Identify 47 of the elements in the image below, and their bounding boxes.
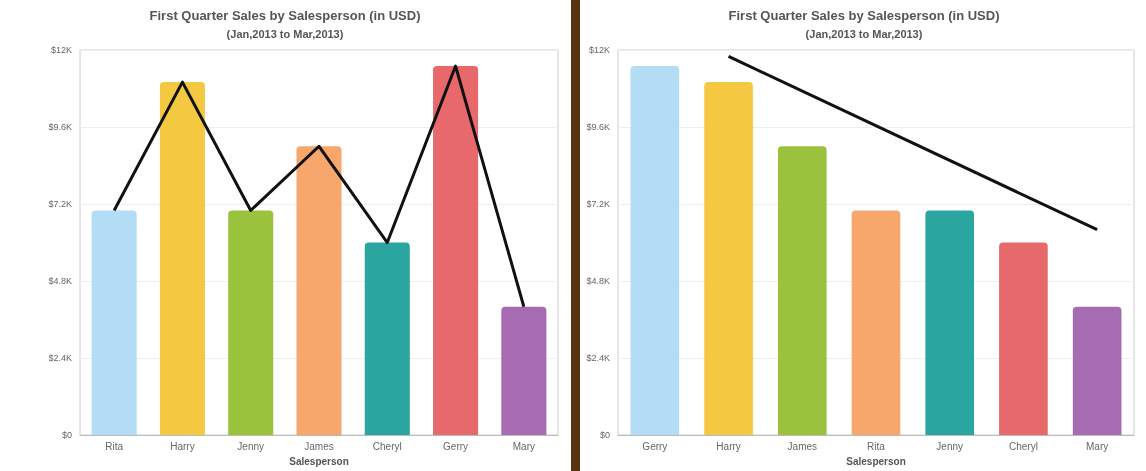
x-tick-label: Cheryl	[1008, 440, 1038, 452]
chart-title: First Quarter Sales by Salesperson (in USD)	[728, 8, 1000, 23]
x-tick-label: Harry	[716, 440, 741, 452]
line-series	[112, 64, 526, 309]
y-tick-label: $0	[599, 430, 610, 441]
chart-subtitle: (Jan,2013 to Mar,2013)	[226, 27, 344, 40]
x-tick-label: Rita	[105, 440, 124, 452]
bar	[851, 210, 901, 436]
x-tick-label: Gerry	[443, 440, 469, 452]
x-axis-title: Salesperson	[846, 455, 906, 467]
x-tick-label: Mary	[512, 440, 535, 452]
y-tick-label: $7.2K	[586, 199, 610, 210]
x-tick-label: Jenny	[936, 440, 964, 452]
x-tick-label: Jenny	[237, 440, 265, 452]
y-tick-label: $4.8K	[586, 276, 610, 287]
bar	[925, 210, 975, 436]
bar	[704, 82, 753, 436]
x-tick-label: Harry	[170, 440, 195, 452]
chart-title: First Quarter Sales by Salesperson (in USD)	[149, 8, 421, 23]
bar	[630, 66, 680, 436]
x-tick-label: Gerry	[642, 440, 668, 452]
bar	[999, 242, 1048, 436]
bar	[777, 146, 827, 436]
bar	[1072, 306, 1122, 436]
y-tick-label: $2.4K	[586, 353, 610, 364]
bar	[159, 82, 205, 436]
bar	[364, 242, 410, 436]
y-tick-label: $12K	[588, 45, 610, 55]
y-tick-label: $7.2K	[48, 199, 72, 210]
y-tick-label: $9.6K	[586, 122, 610, 133]
x-tick-label: James	[304, 440, 334, 452]
bar	[501, 306, 547, 436]
chart-subtitle: (Jan,2013 to Mar,2013)	[805, 27, 923, 40]
x-tick-label: Cheryl	[372, 440, 402, 452]
x-tick-label: Mary	[1086, 440, 1109, 452]
y-tick-label: $12K	[50, 45, 72, 55]
bar	[228, 210, 274, 436]
x-axis-title: Salesperson	[289, 455, 349, 467]
bar	[91, 210, 137, 436]
y-tick-label: $4.8K	[48, 276, 72, 287]
bar	[433, 66, 479, 436]
y-tick-label: $2.4K	[48, 353, 72, 364]
y-tick-label: $0	[61, 430, 72, 441]
x-tick-label: James	[787, 440, 818, 452]
x-tick-label: Rita	[867, 440, 886, 452]
y-tick-label: $9.6K	[48, 122, 72, 133]
bar	[296, 146, 342, 436]
